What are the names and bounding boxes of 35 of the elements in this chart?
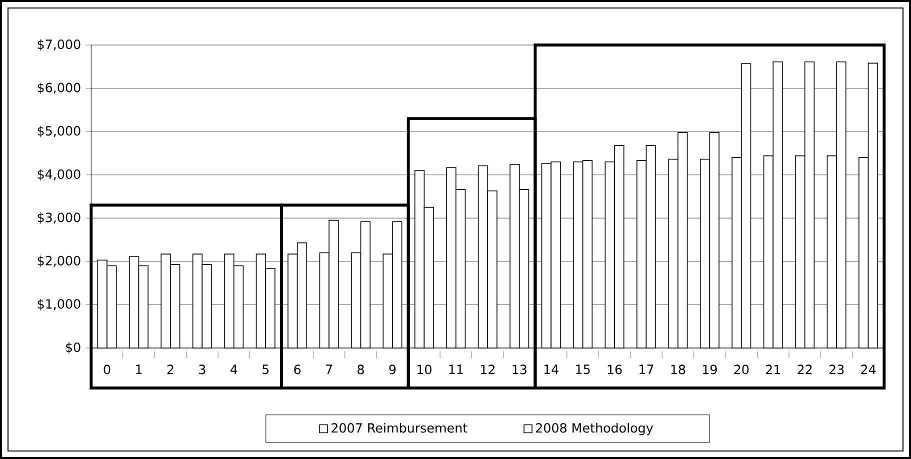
x-tick-label: 8 (358, 364, 364, 374)
y-tick-label: $2,000 (38, 256, 80, 268)
x-tick-label: 18 (671, 364, 686, 374)
x-tick-label: 12 (480, 364, 494, 374)
legend-label: 2008 Methodology (536, 422, 654, 436)
x-tick-label: 15 (576, 364, 590, 374)
x-tick-label: 9 (389, 364, 396, 374)
x-tick-label: 23 (829, 364, 844, 374)
x-tick-label: 2 (167, 364, 174, 374)
x-tick-label: 14 (544, 364, 558, 374)
x-tick-label: 6 (294, 364, 301, 374)
y-tick-label: $6,000 (38, 82, 80, 94)
x-tick-label: 10 (418, 364, 432, 374)
x-tick-label: 4 (230, 364, 238, 374)
y-tick-label: $3,000 (38, 212, 80, 224)
x-tick-label: 16 (608, 364, 622, 374)
y-tick-label: $0 (66, 342, 80, 354)
x-tick-label: 5 (262, 364, 269, 374)
x-tick-label: 21 (766, 364, 780, 374)
x-tick-label: 17 (640, 364, 654, 374)
x-tick-label: 13 (512, 364, 526, 374)
x-tick-label: 0 (104, 364, 110, 374)
x-tick-label: 11 (449, 364, 463, 374)
x-tick-label: 20 (734, 364, 749, 374)
y-tick-label: $4,000 (38, 169, 80, 181)
x-tick-label: 24 (861, 364, 876, 374)
x-tick-label: 22 (798, 364, 812, 374)
y-tick-label: $7,000 (38, 39, 80, 51)
x-tick-label: 7 (326, 364, 332, 374)
x-tick-label: 19 (703, 364, 717, 374)
y-tick-label: $5,000 (38, 126, 80, 138)
x-tick-label: 3 (199, 364, 206, 374)
y-tick-label: $1,000 (38, 298, 80, 310)
legend-label: 2007 Reimbursement (332, 422, 468, 433)
x-tick-label: 1 (136, 364, 142, 374)
